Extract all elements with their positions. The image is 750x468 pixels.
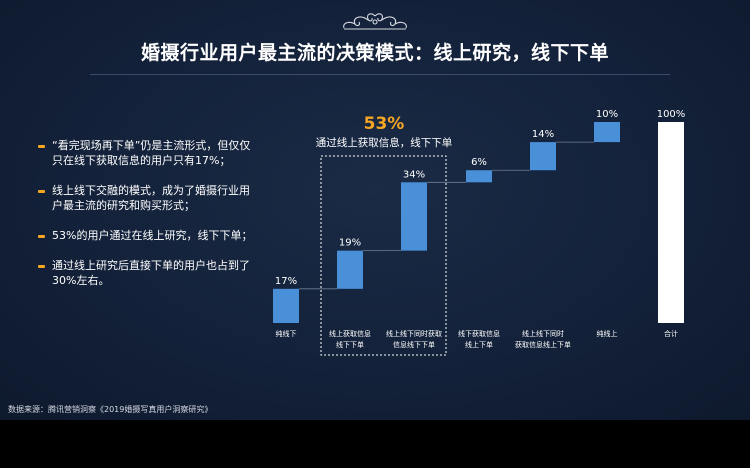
waterfall-bar xyxy=(594,122,620,143)
bullet-item: 线上线下交融的模式，成为了婚摄行业用户最主流的研究和购买形式； xyxy=(38,183,253,213)
bar-value-label: 10% xyxy=(596,109,618,120)
ornament-icon xyxy=(343,13,407,30)
bullet-dash-icon xyxy=(38,145,45,148)
bullet-dash-icon xyxy=(38,265,45,268)
bullet-text: 线上线下交融的模式，成为了婚摄行业用户最主流的研究和购买形式； xyxy=(52,184,250,212)
bar-value-label: 14% xyxy=(532,129,554,140)
bar-value-label: 100% xyxy=(657,109,686,120)
x-tick-label: 线下获取信息 xyxy=(458,329,500,338)
bullet-item: “看完现场再下单”仍是主流形式，但仅仅只在线下获取信息的用户只有17%； xyxy=(38,138,253,168)
waterfall-bar xyxy=(337,250,363,289)
bullet-text: 通过线上研究后直接下单的用户也占到了30%左右。 xyxy=(52,259,250,287)
x-tick-label: 线上线下同时获取 xyxy=(386,329,442,338)
total-bar xyxy=(658,122,684,323)
bar-value-label: 19% xyxy=(339,238,361,249)
waterfall-bar xyxy=(273,288,299,323)
x-tick-label: 合计 xyxy=(664,329,678,338)
waterfall-bar xyxy=(401,182,427,251)
bullet-dash-icon xyxy=(38,190,45,193)
highlight-value: 53% xyxy=(364,114,405,134)
x-tick-label: 信息线下下单 xyxy=(393,340,435,349)
bullet-item: 53%的用户通过在线上研究，线下下单； xyxy=(38,228,253,243)
bar-value-label: 6% xyxy=(471,157,487,168)
bullet-dash-icon xyxy=(38,235,45,238)
title-divider xyxy=(90,74,670,75)
slide: 婚摄行业用户最主流的决策模式：线上研究，线下下单 “看完现场再下单”仍是主流形式… xyxy=(0,0,750,420)
bar-value-label: 17% xyxy=(275,276,297,287)
bullet-text: “看完现场再下单”仍是主流形式，但仅仅只在线下获取信息的用户只有17%； xyxy=(52,139,251,167)
highlight-label: 通过线上获取信息，线下下单 xyxy=(316,136,453,149)
waterfall-chart: 53% 通过线上获取信息，线下下单 17%19%34%6%14%10% 100% … xyxy=(273,109,686,356)
x-tick-label: 线上线下同时 xyxy=(522,329,564,338)
bullet-item: 通过线上研究后直接下单的用户也占到了30%左右。 xyxy=(38,258,253,288)
bar-value-label: 34% xyxy=(403,169,425,180)
waterfall-bar xyxy=(466,170,492,183)
x-tick-label: 线下下单 xyxy=(336,340,364,349)
x-tick-label: 线上下单 xyxy=(465,340,493,349)
page-title: 婚摄行业用户最主流的决策模式：线上研究，线下下单 xyxy=(140,42,609,64)
x-tick-label: 线上获取信息 xyxy=(329,329,371,338)
x-tick-label: 纯线上 xyxy=(597,329,618,338)
x-tick-label: 纯线下 xyxy=(276,329,297,338)
bullet-list: “看完现场再下单”仍是主流形式，但仅仅只在线下获取信息的用户只有17%； 线上线… xyxy=(38,138,253,303)
highlight-box xyxy=(320,155,447,356)
waterfall-bar xyxy=(530,142,556,171)
x-tick-label: 获取信息线上下单 xyxy=(515,340,571,349)
source-note: 数据来源：腾讯营销洞察《2019婚摄写真用户洞察研究》 xyxy=(8,405,213,414)
bullet-text: 53%的用户通过在线上研究，线下下单； xyxy=(52,229,253,242)
